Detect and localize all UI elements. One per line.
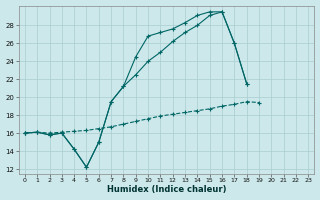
X-axis label: Humidex (Indice chaleur): Humidex (Indice chaleur): [107, 185, 226, 194]
